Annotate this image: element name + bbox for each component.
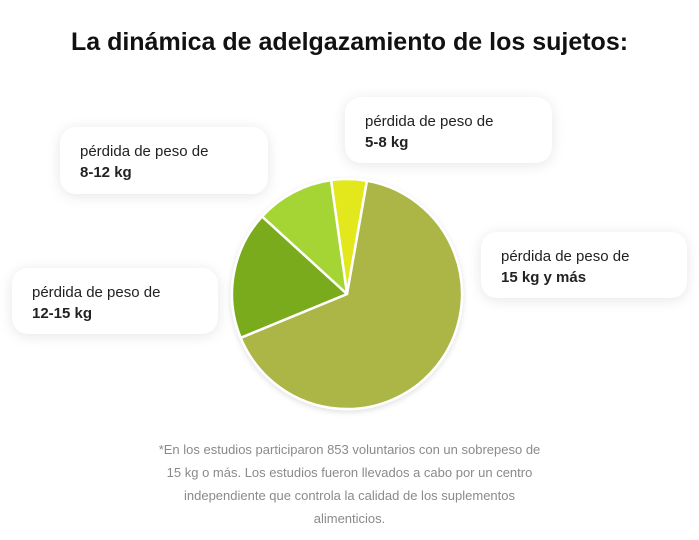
slice-8-12-kg xyxy=(260,178,349,296)
footnote-line: independiente que controla la calidad de… xyxy=(183,488,515,503)
label-5-8-kg-line1: pérdida de peso de xyxy=(365,113,494,130)
slice-15-kg-y-mas xyxy=(239,179,464,411)
label-12-15-kg-line1: pérdida de peso de xyxy=(32,284,161,301)
chart-title: La dinámica de adelgazamiento de los suj… xyxy=(70,28,629,56)
label-15-kg-y-mas: pérdida de peso de 15 kg y más xyxy=(481,232,687,298)
slice-12-15-kg xyxy=(230,215,349,340)
footnote: *En los estudios participaron 853 volunt… xyxy=(110,438,589,530)
label-5-8-kg: pérdida de peso de 5-8 kg xyxy=(345,97,552,163)
label-12-15-kg-line2: 12-15 kg xyxy=(32,305,93,322)
footnote-line: 15 kg o más. Los estudios fueron llevado… xyxy=(166,465,533,480)
label-8-12-kg: pérdida de peso de 8-12 kg xyxy=(60,127,268,194)
label-5-8-kg-line2: 5-8 kg xyxy=(365,134,409,151)
footnote-line: alimenticios. xyxy=(313,511,386,526)
label-8-12-kg-line2: 8-12 kg xyxy=(80,164,132,181)
label-15-kg-y-mas-line1: pérdida de peso de xyxy=(501,248,630,265)
label-15-kg-y-mas-line2: 15 kg y más xyxy=(501,269,587,286)
footnote-line: *En los estudios participaron 853 volunt… xyxy=(158,442,541,457)
label-8-12-kg-line1: pérdida de peso de xyxy=(80,143,209,160)
label-12-15-kg: pérdida de peso de 12-15 kg xyxy=(12,268,218,334)
